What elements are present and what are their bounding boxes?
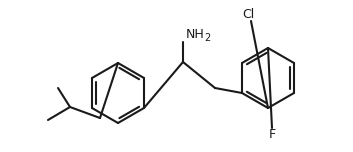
Text: Cl: Cl [242, 7, 254, 21]
Text: NH: NH [186, 29, 204, 41]
Text: F: F [268, 128, 276, 142]
Text: 2: 2 [204, 33, 210, 43]
